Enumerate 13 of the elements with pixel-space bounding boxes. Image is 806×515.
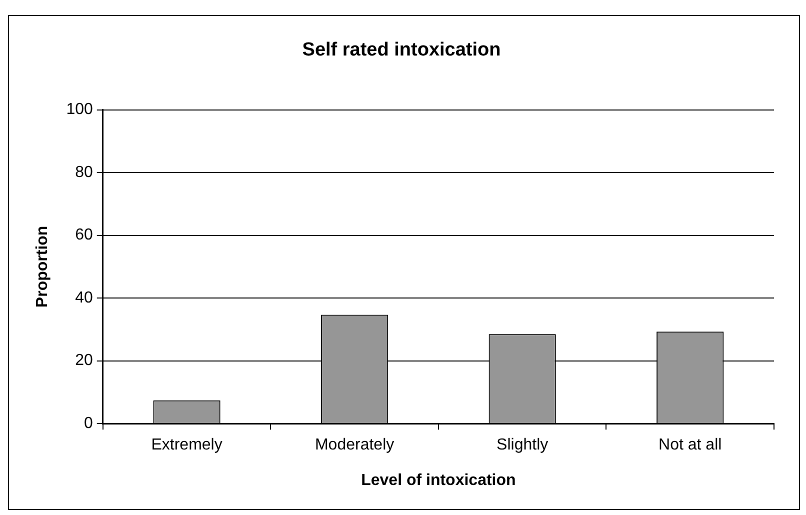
chart-title: Self rated intoxication xyxy=(302,40,501,61)
x-tick-label: Extremely xyxy=(151,436,222,454)
x-tick-label: Moderately xyxy=(314,436,394,454)
y-tick-label: 20 xyxy=(75,352,93,370)
y-axis-title: Proportion xyxy=(34,226,52,308)
y-tick-label: 60 xyxy=(75,226,93,244)
y-tick-label: 0 xyxy=(84,415,93,432)
y-tick-label: 80 xyxy=(75,164,93,181)
y-tick-label: 40 xyxy=(75,289,93,306)
y-tick-label: 100 xyxy=(66,101,93,118)
x-axis-title: Level of intoxication xyxy=(361,472,516,489)
x-tick-label: Not at all xyxy=(658,436,722,454)
x-tick-label: Slightly xyxy=(496,436,548,454)
